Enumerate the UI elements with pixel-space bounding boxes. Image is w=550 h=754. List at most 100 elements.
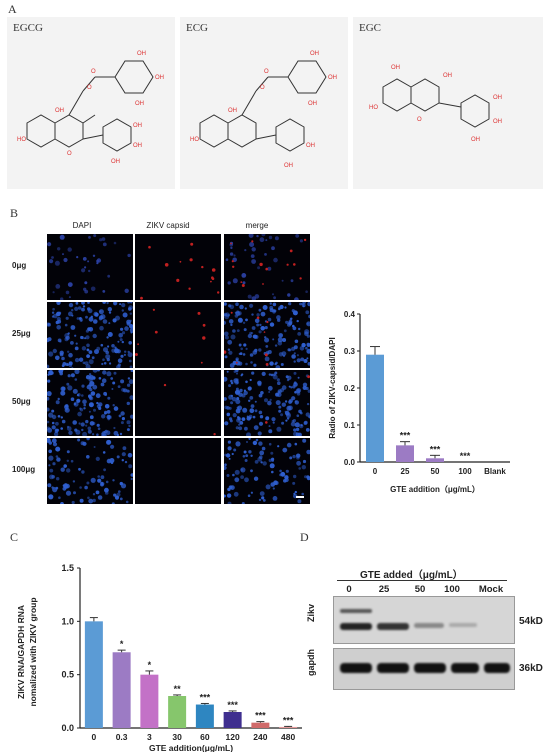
svg-text:HO: HO [369, 105, 378, 111]
band [451, 663, 479, 673]
bar [279, 726, 298, 728]
micrograph-tile [47, 302, 133, 368]
y-tick-label: 0.4 [344, 310, 356, 319]
svg-text:OH: OH [328, 75, 337, 81]
chart-zikv-rna: 0.0 0.5 1.0 1.5 0 * 0.3 * 3 ** 30 *** 60 *** 120 *** 240… [16, 563, 302, 752]
micrograph-tile [47, 438, 133, 504]
svg-text:O: O [260, 85, 265, 91]
svg-text:O: O [264, 69, 269, 75]
svg-text:HO: HO [190, 137, 199, 143]
svg-text:OH: OH [493, 119, 502, 125]
molecule-name: EGC [359, 22, 381, 34]
significance-label: *** [227, 700, 238, 710]
western-lane-label: 0 [346, 584, 352, 595]
molecule-name: EGCG [13, 22, 43, 34]
molecule-egc: EGC OH OH HO O OH OH OH [353, 17, 543, 189]
x-tick-label: 60 [200, 732, 210, 742]
chart-zikv-capsid-ratio: 0.0 0.1 0.2 0.3 0.4 0 *** 25 *** 50 *** 100 Blank GTE… [328, 310, 510, 494]
row-label-25: 25μg [12, 329, 31, 338]
bar [251, 722, 270, 728]
bar [140, 674, 159, 728]
y-tick-label: 0.0 [61, 723, 74, 733]
significance-label: ** [174, 684, 182, 694]
y-axis-label: Radio of ZIKV-capsid/DAPI [328, 337, 337, 438]
band [340, 623, 372, 630]
x-tick-label: 480 [281, 732, 295, 742]
svg-text:O: O [67, 151, 72, 157]
molecule-ecg: ECG O O OH HO OH OH OH OH OH [180, 17, 348, 189]
band [484, 663, 510, 673]
row-label-100: 100μg [12, 465, 36, 474]
molecule-egcg: EGCG O O OH HO O OH OH OH OH OH OH [7, 17, 175, 189]
micrograph-tile [47, 370, 133, 436]
panel-a-label: A [8, 2, 17, 16]
svg-text:O: O [87, 85, 92, 91]
row-label-50: 50μg [12, 397, 31, 406]
svg-text:OH: OH [135, 101, 144, 107]
bar [366, 354, 384, 462]
column-label-dapi: DAPI [72, 221, 92, 230]
bar [396, 445, 414, 462]
molecule-name: ECG [186, 22, 208, 34]
svg-text:OH: OH [471, 137, 480, 143]
scale-bar [296, 496, 304, 498]
significance-label: *** [460, 451, 471, 461]
svg-text:OH: OH [284, 163, 293, 169]
y-tick-label: 0.5 [61, 670, 74, 680]
bar [84, 621, 103, 728]
svg-text:OH: OH [493, 95, 502, 101]
significance-label: * [148, 660, 152, 670]
significance-label: *** [400, 431, 411, 441]
micrograph-tile [224, 234, 310, 300]
svg-text:HO: HO [17, 137, 26, 143]
western-lane-label: 100 [444, 584, 460, 595]
y-tick-label: 0.3 [344, 347, 356, 356]
western-size-54kd: 54kD [519, 616, 543, 627]
band [340, 609, 372, 613]
significance-label: *** [283, 715, 294, 725]
svg-text:OH: OH [443, 73, 452, 79]
svg-text:OH: OH [55, 108, 64, 114]
bar [223, 712, 242, 728]
svg-text:OH: OH [155, 75, 164, 81]
micrograph-tile [47, 234, 133, 300]
band [377, 623, 409, 630]
y-tick-label: 0.1 [344, 421, 356, 430]
significance-label: *** [200, 692, 211, 702]
band [449, 623, 477, 627]
band [377, 663, 409, 673]
x-tick-label: 50 [431, 467, 440, 476]
svg-text:OH: OH [306, 143, 315, 149]
x-tick-label: 0 [373, 467, 378, 476]
svg-text:OH: OH [133, 123, 142, 129]
y-tick-label: 1.0 [61, 616, 74, 626]
western-lane-label: 25 [378, 584, 390, 595]
x-tick-label: 240 [253, 732, 267, 742]
y-tick-label: 1.5 [61, 563, 74, 573]
ecg-structure: O O OH HO OH OH OH OH OH [190, 51, 337, 169]
svg-text:OH: OH [310, 51, 319, 57]
y-tick-label: 0.0 [344, 458, 356, 467]
x-tick-label: 25 [401, 467, 410, 476]
x-tick-label: Blank [484, 467, 506, 476]
western-size-36kd: 36kD [519, 663, 543, 674]
column-label-merge: merge [245, 221, 269, 230]
svg-text:O: O [417, 117, 422, 123]
micrograph-tile [224, 370, 310, 436]
svg-text:OH: OH [137, 51, 146, 57]
band [414, 663, 446, 673]
western-row-label-gapdh: gapdh [306, 649, 316, 676]
y-axis-label: ZIKV RNA/GAPDH RNA [16, 605, 26, 699]
bar [426, 458, 444, 462]
bar [168, 696, 187, 728]
significance-label: *** [255, 711, 266, 721]
significance-label: * [120, 639, 124, 649]
western-title-underline [337, 580, 507, 581]
x-tick-label: 3 [147, 732, 152, 742]
svg-text:OH: OH [228, 108, 237, 114]
svg-text:OH: OH [308, 101, 317, 107]
micrograph-tile [135, 438, 221, 504]
micrograph-tile [135, 302, 221, 368]
micrograph-tile [135, 370, 221, 436]
svg-text:OH: OH [391, 65, 400, 71]
